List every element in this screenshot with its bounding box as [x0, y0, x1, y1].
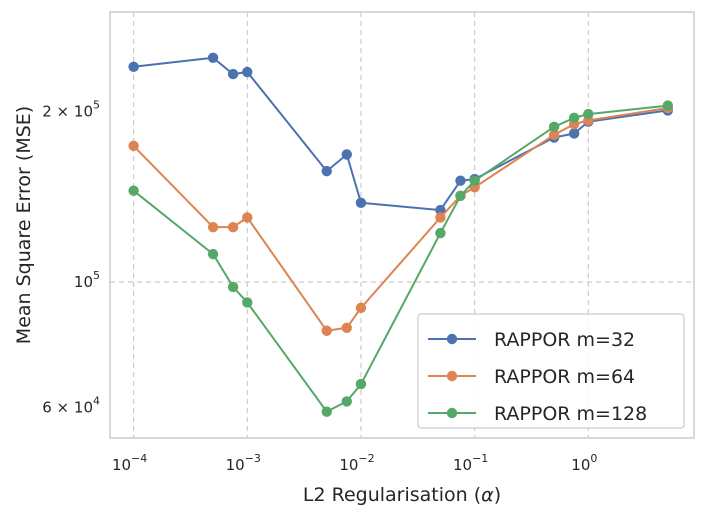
data-point: [355, 302, 367, 314]
data-point: [207, 248, 219, 260]
legend-label: RAPPOR m=64: [494, 366, 635, 388]
data-point: [435, 212, 446, 223]
x-tick-label: 10−2: [339, 452, 374, 474]
legend-swatch-marker: [446, 370, 458, 382]
x-axis-ticks: 10−4 10−3 10−2 10−1 100: [112, 452, 597, 474]
legend-label: RAPPOR m=128: [494, 403, 647, 425]
data-point: [227, 68, 239, 80]
legend-item-2: RAPPOR m=64: [428, 366, 635, 388]
data-point: [341, 322, 352, 333]
x-tick-label: 10−4: [112, 452, 147, 474]
data-point: [355, 197, 367, 209]
y-tick-label: 105: [74, 269, 100, 291]
data-point: [321, 325, 332, 336]
legend-swatch-marker: [446, 407, 458, 419]
x-axis-label: L2 Regularisation (α): [303, 484, 501, 506]
plot-frame: [109, 11, 695, 439]
data-point: [662, 100, 674, 111]
legend-box: [417, 313, 685, 429]
data-point: [321, 406, 332, 417]
data-point: [548, 129, 560, 141]
series-line: [133, 56, 668, 212]
series-2: [128, 102, 674, 336]
legend-item-1: RAPPOR m=32: [428, 329, 635, 351]
data-point: [455, 175, 466, 186]
data-point: [128, 185, 139, 196]
data-point: [242, 212, 253, 223]
x-tick-label: 10−1: [453, 452, 488, 474]
data-point: [455, 190, 466, 202]
series-line: [132, 107, 668, 332]
y-tick-label: 2 × 105: [42, 99, 100, 121]
data-point: [242, 297, 253, 308]
series-layer: [128, 52, 674, 417]
legend: RAPPOR m=32 RAPPOR m=64 RAPPOR m=128: [417, 313, 685, 429]
data-point: [568, 128, 580, 139]
x-tick-label: 100: [571, 452, 597, 474]
data-point: [227, 281, 239, 293]
data-point: [568, 112, 580, 124]
data-point: [469, 175, 480, 186]
y-axis-label: Mean Square Error (MSE): [13, 106, 35, 344]
legend-swatch-marker: [446, 333, 458, 345]
data-point: [435, 204, 446, 216]
data-point: [583, 108, 594, 120]
data-point: [548, 121, 560, 133]
series-3: [128, 100, 674, 417]
y-tick-label: 6 × 104: [42, 395, 100, 417]
x-tick-label: 10−3: [226, 452, 261, 474]
data-point: [321, 165, 332, 177]
data-point: [207, 221, 219, 233]
data-point: [341, 149, 352, 160]
data-point: [128, 140, 139, 152]
legend-label: RAPPOR m=32: [494, 329, 635, 351]
series-1: [128, 52, 674, 216]
data-point: [341, 396, 352, 407]
data-point: [227, 221, 239, 233]
data-point: [128, 61, 139, 73]
legend-item-3: RAPPOR m=128: [428, 403, 647, 425]
y-axis-ticks: 105 2 × 105 6 × 104: [42, 99, 100, 417]
data-point: [207, 52, 219, 63]
data-point: [355, 378, 367, 390]
data-point: [242, 66, 253, 78]
data-point: [435, 227, 446, 239]
